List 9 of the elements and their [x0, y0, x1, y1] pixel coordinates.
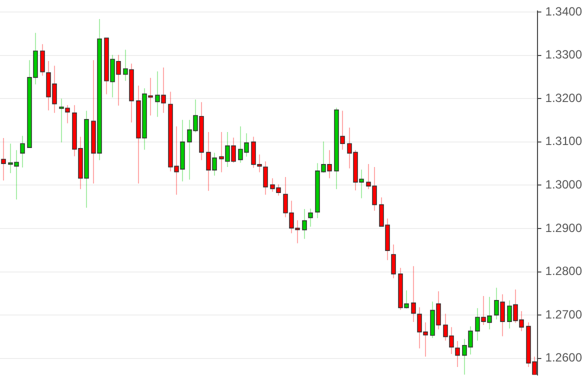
y-tick-label: 1.3400: [545, 4, 582, 18]
y-tick-label: 1.2800: [545, 264, 582, 278]
y-tick-label: 1.3100: [545, 134, 582, 148]
y-tick-label: 1.2700: [545, 307, 582, 322]
y-tick-label: 1.3300: [545, 48, 582, 62]
y-tick-label: 1.3000: [545, 178, 582, 192]
y-tick-label: 1.2900: [545, 220, 582, 235]
y-tick-label: 1.2600: [545, 350, 582, 365]
y-tick-label: 1.3200: [545, 90, 582, 105]
